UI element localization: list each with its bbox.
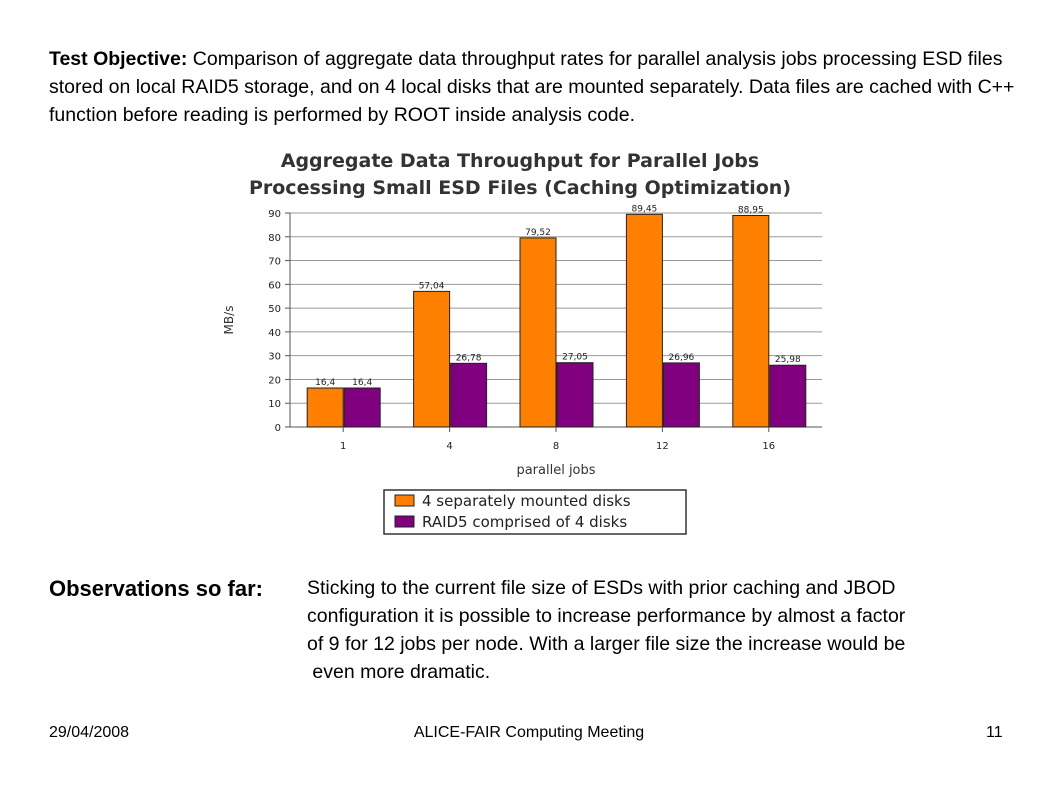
x-tick-label: 1 — [340, 441, 346, 452]
bar-separate-disks — [306, 387, 344, 428]
y-tick-label: 30 — [268, 352, 281, 363]
legend-swatch — [394, 494, 415, 507]
observations-line: even more dramatic. — [307, 661, 491, 683]
bar-raid5 — [769, 364, 807, 428]
observations-heading: Observations so far: — [49, 576, 263, 601]
chart-title-line-1: Aggregate Data Throughput for Parallel J… — [280, 150, 760, 172]
bar-separate-disks — [732, 214, 770, 428]
y-tick-label: 20 — [268, 375, 281, 386]
data-label: 89,45 — [632, 204, 658, 214]
chart-title: Aggregate Data Throughput for Parallel J… — [236, 148, 804, 202]
y-tick-label: 0 — [275, 423, 281, 434]
test-objective: Test Objective: Comparison of aggregate … — [49, 45, 1034, 129]
observations-text: Sticking to the current file size of ESD… — [307, 574, 1052, 686]
y-axis-label: MB/s — [222, 306, 236, 335]
footer-page-number: 11 — [986, 724, 1003, 741]
bar-raid5 — [662, 362, 700, 428]
bar-separate-disks — [413, 290, 451, 428]
legend-swatch — [394, 515, 415, 528]
x-tick-label: 16 — [762, 441, 775, 452]
bar-separate-disks — [519, 237, 557, 428]
legend-label: RAID5 comprised of 4 disks — [422, 513, 627, 531]
throughput-bar-chart: 0 10 20 30 40 50 60 70 80 90 16,4 16,4 1 57,04 26,78 4 7… — [222, 204, 822, 535]
data-label: 26,78 — [456, 353, 482, 363]
y-tick-label: 40 — [268, 328, 281, 339]
legend-box — [383, 489, 687, 535]
footer-title: ALICE-FAIR Computing Meeting — [413, 724, 645, 741]
bar-separate-disks — [625, 213, 663, 428]
y-tick-label: 60 — [268, 280, 281, 291]
x-tick-label: 12 — [656, 441, 669, 452]
data-label: 25,98 — [775, 355, 801, 365]
data-label: 26,96 — [669, 353, 695, 363]
data-label: 27,05 — [562, 353, 588, 363]
y-tick-label: 90 — [268, 209, 281, 220]
data-label: 16,4 — [352, 378, 372, 388]
legend-label: 4 separately mounted disks — [422, 492, 631, 510]
data-label: 79,52 — [525, 228, 551, 238]
data-label: 57,04 — [419, 281, 445, 291]
observations-line: of 9 for 12 jobs per node. With a larger… — [307, 633, 906, 655]
data-label: 16,4 — [315, 378, 335, 388]
y-tick-label: 10 — [268, 399, 281, 410]
y-tick-label: 80 — [268, 233, 281, 244]
x-tick-label: 8 — [553, 441, 559, 452]
observations-line: configuration it is possible to increase… — [307, 605, 906, 627]
objective-text: Comparison of aggregate data throughput … — [49, 48, 1015, 126]
x-tick-label: 4 — [446, 441, 452, 452]
chart-title-line-2: Processing Small ESD Files (Caching Opti… — [248, 177, 792, 199]
y-tick-label: 50 — [268, 304, 281, 315]
data-label: 88,95 — [738, 205, 764, 215]
y-tick-label: 70 — [268, 257, 281, 268]
objective-label: Test Objective: — [49, 48, 188, 70]
observations-line: Sticking to the current file size of ESD… — [307, 577, 896, 599]
footer-date: 29/04/2008 — [49, 724, 130, 741]
x-axis-label: parallel jobs — [516, 463, 595, 478]
bar-raid5 — [343, 387, 381, 428]
bar-raid5 — [450, 362, 488, 428]
bar-raid5 — [556, 362, 594, 428]
